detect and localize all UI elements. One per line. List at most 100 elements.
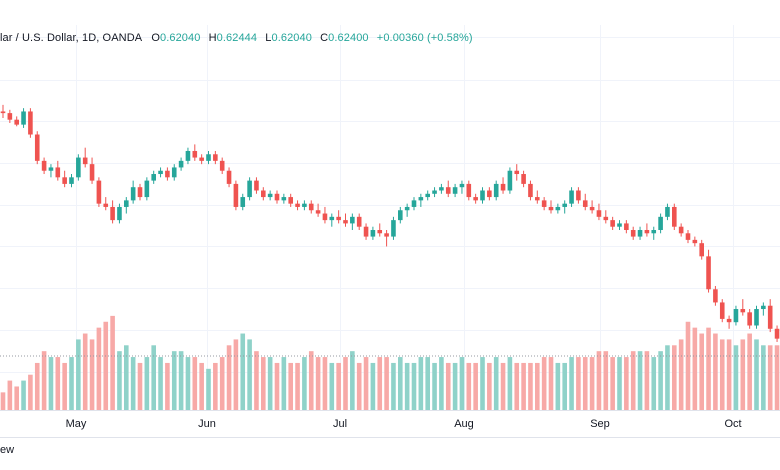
volume-bar xyxy=(377,357,383,410)
volume-bar xyxy=(96,327,102,410)
candle-body xyxy=(384,233,389,237)
volume-bar xyxy=(473,362,478,410)
candle xyxy=(117,203,122,224)
candle-body xyxy=(151,174,156,181)
volume-bar xyxy=(384,357,389,410)
volume-bar xyxy=(89,339,95,410)
candle xyxy=(370,226,376,240)
volume-bar xyxy=(767,345,773,410)
candle-body xyxy=(761,305,766,310)
candle-body xyxy=(624,223,629,230)
candle-body xyxy=(96,180,102,204)
candle-body xyxy=(295,203,300,207)
volume-bar xyxy=(14,386,19,410)
volume-bar xyxy=(507,357,513,410)
open-key: O xyxy=(151,32,160,44)
candle-body xyxy=(425,193,430,198)
candle-body xyxy=(350,216,355,224)
x-tick-label: Jun xyxy=(198,418,216,430)
candle xyxy=(295,200,300,211)
candle-body xyxy=(185,150,191,161)
volume-bar xyxy=(692,327,698,410)
candle-body xyxy=(747,312,752,326)
candle-body xyxy=(754,309,759,326)
candle xyxy=(329,213,335,227)
volume-bar xyxy=(151,345,156,410)
candle xyxy=(767,299,773,333)
candle-body xyxy=(377,230,383,234)
candle xyxy=(658,213,663,234)
footer-label[interactable]: ew xyxy=(0,444,15,456)
volume-bar xyxy=(493,357,499,410)
candle xyxy=(192,144,198,161)
volume-bar xyxy=(213,362,218,410)
candle-body xyxy=(610,220,615,227)
candle xyxy=(774,325,780,342)
candle xyxy=(124,197,129,214)
volume-bar xyxy=(535,362,540,410)
candle-body xyxy=(247,180,252,198)
candle xyxy=(452,183,458,198)
candle xyxy=(754,305,759,329)
volume-bar xyxy=(685,321,691,410)
candle-body xyxy=(398,210,403,221)
candle xyxy=(213,150,218,165)
symbol-label[interactable]: lar / U.S. Dollar, 1D, OANDA xyxy=(0,32,143,44)
candle xyxy=(48,164,54,178)
candle-body xyxy=(322,213,328,221)
close-value: 0.62400 xyxy=(328,32,369,44)
candle xyxy=(685,230,691,244)
volume-bar xyxy=(637,351,643,410)
volume-bar xyxy=(445,362,451,410)
volume-bar xyxy=(555,362,561,410)
candle xyxy=(514,164,520,181)
low-value: 0.62040 xyxy=(271,32,312,44)
candle xyxy=(62,170,67,188)
volume-bar xyxy=(0,392,6,410)
candle xyxy=(171,164,177,181)
candle xyxy=(0,104,6,119)
candle xyxy=(582,193,588,211)
candle xyxy=(356,213,362,230)
volume-bar xyxy=(240,333,246,410)
volume-bar xyxy=(308,351,314,410)
candle-body xyxy=(500,183,506,191)
change-value: +0.00360 (+0.58%) xyxy=(376,32,473,44)
volume-bar xyxy=(124,345,129,410)
volume-bar xyxy=(678,339,684,410)
volume-bar xyxy=(82,333,88,410)
volume-bar xyxy=(295,362,300,410)
candle-body xyxy=(596,210,602,217)
time-axis[interactable]: May Jun Jul Aug Sep Oct xyxy=(66,418,742,430)
volume-bar xyxy=(596,351,602,410)
candle-body xyxy=(14,119,19,125)
candle-body xyxy=(719,302,725,319)
volume-bar xyxy=(315,357,321,410)
volume-bar xyxy=(672,345,677,410)
candle xyxy=(41,157,47,175)
volume-bar xyxy=(774,345,780,410)
volume-bar xyxy=(452,362,458,410)
candle xyxy=(541,197,547,211)
candle xyxy=(274,190,280,204)
candle xyxy=(637,226,643,240)
candle-body xyxy=(28,111,33,135)
volume-bar xyxy=(404,362,410,410)
candle-body xyxy=(439,187,444,191)
volume-bar xyxy=(562,362,567,410)
candle xyxy=(398,206,403,224)
volume-bar xyxy=(41,351,47,410)
volume-bar xyxy=(130,357,136,410)
candle-body xyxy=(219,160,225,171)
volume-bar xyxy=(165,362,170,410)
candle-body xyxy=(206,154,211,161)
candle xyxy=(261,187,266,201)
candle xyxy=(706,249,711,293)
candle-body xyxy=(199,157,204,161)
volume-bar xyxy=(500,362,506,410)
candle-body xyxy=(548,206,554,211)
candle xyxy=(14,116,19,127)
candle xyxy=(439,183,444,194)
